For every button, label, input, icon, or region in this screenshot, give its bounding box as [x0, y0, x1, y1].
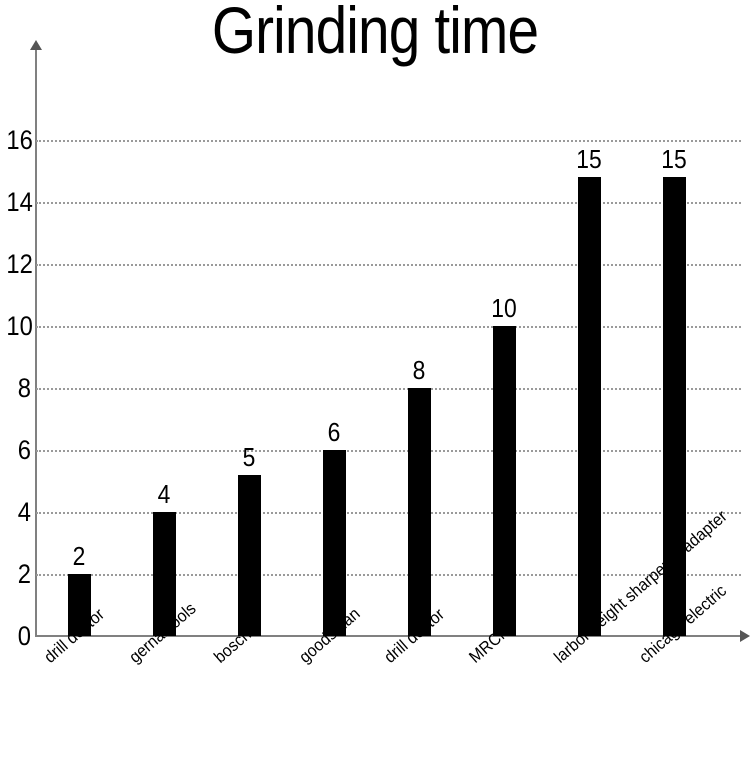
gridline [36, 140, 741, 142]
x-axis-arrow-icon [740, 630, 750, 642]
bar-value-label: 2 [72, 541, 86, 571]
y-axis-line [35, 48, 37, 636]
bar[interactable] [662, 177, 686, 636]
bar-value-label: 10 [491, 293, 517, 323]
gridline [36, 264, 741, 266]
bar[interactable] [67, 574, 91, 636]
chart-title: Grinding time [211, 0, 539, 67]
gridline [36, 202, 741, 204]
bar[interactable] [407, 388, 431, 636]
y-axis-arrow-icon [30, 40, 42, 50]
y-axis-tick-label: 2 [17, 559, 31, 589]
y-axis-tick: 8 [0, 373, 31, 403]
gridline [36, 450, 741, 452]
x-axis-category-label: bosch [210, 624, 255, 667]
bar-value-label: 6 [327, 417, 341, 447]
bar-value-label: 8 [412, 355, 426, 385]
y-axis-tick-label: 4 [17, 497, 31, 527]
x-axis-category-label: MRCM [465, 620, 516, 667]
bar-value-label: 4 [157, 479, 171, 509]
y-axis-tick: 0 [0, 621, 31, 651]
y-axis-tick: 4 [0, 497, 31, 527]
y-axis-tick: 10 [0, 311, 33, 341]
y-axis-tick-label: 14 [6, 187, 33, 217]
y-axis-tick: 2 [0, 559, 31, 589]
x-axis-line [35, 635, 741, 637]
y-axis-tick-label: 8 [17, 373, 31, 403]
bar-value-label: 5 [242, 441, 256, 472]
y-axis-tick-label: 16 [6, 125, 33, 155]
y-axis-tick: 12 [0, 249, 33, 279]
bar[interactable] [152, 512, 176, 636]
y-axis-tick: 16 [0, 125, 33, 155]
y-axis-tick: 14 [0, 187, 33, 217]
y-axis-tick-label: 6 [17, 435, 31, 465]
bar-value-label: 15 [661, 144, 687, 175]
bar[interactable] [577, 177, 601, 636]
bar[interactable] [322, 450, 346, 636]
bar-value-label: 15 [576, 144, 602, 175]
bar[interactable] [237, 474, 261, 636]
gridline [36, 574, 741, 576]
gridline [36, 388, 741, 390]
y-axis-tick-label: 0 [17, 621, 31, 651]
y-axis-tick-label: 12 [6, 249, 33, 279]
gridline [36, 512, 741, 514]
y-axis-tick-label: 10 [6, 311, 33, 341]
bar[interactable] [492, 326, 516, 636]
y-axis-tick: 6 [0, 435, 31, 465]
gridline [36, 326, 741, 328]
